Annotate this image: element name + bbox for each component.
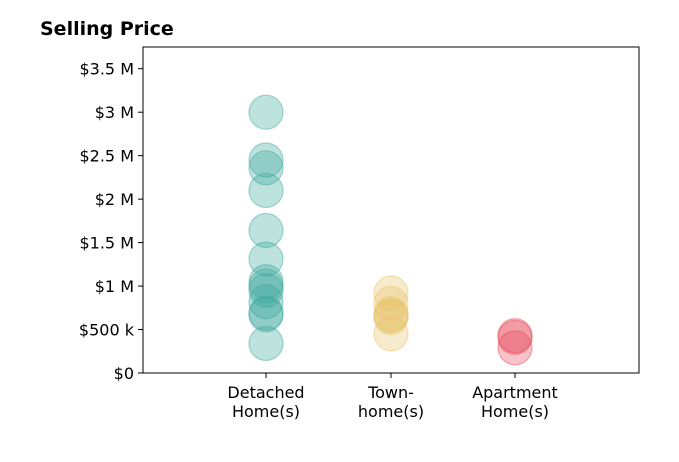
y-tick-label: $3.5 M: [79, 60, 134, 79]
data-point: [248, 264, 284, 300]
y-tick-label: $0: [114, 364, 134, 383]
x-axis: Detached Home(s)Town-home(s)Apartment Home…: [227, 373, 558, 421]
x-tick-label-line: Apartment: [472, 383, 558, 402]
data-point: [248, 142, 284, 178]
x-tick-label-line: Town-: [367, 383, 414, 402]
x-tick-label-line: home(s): [358, 402, 424, 421]
y-tick-label: $2.5 M: [79, 147, 134, 166]
x-tick-label-line: Home(s): [232, 402, 300, 421]
x-tick-label: Detached Home(s): [227, 383, 304, 421]
data-point: [373, 275, 409, 311]
x-tick-label-line: Home(s): [481, 402, 549, 421]
data-point: [373, 285, 409, 322]
x-tick-label: Town-home(s): [358, 383, 424, 421]
y-tick-label: $1.5 M: [79, 234, 134, 253]
data-point: [373, 316, 409, 352]
data-point: [248, 212, 284, 249]
data-point: [248, 172, 284, 209]
data-point: [248, 325, 284, 362]
y-tick-label: $500 k: [79, 321, 135, 340]
data-point: [497, 319, 533, 355]
data-point: [248, 295, 284, 331]
data-point: [248, 297, 284, 333]
data-point: [248, 241, 284, 277]
data-point: [373, 298, 409, 334]
y-tick-label: $3 M: [95, 103, 134, 122]
data-point: [497, 330, 533, 366]
data-point: [373, 296, 409, 332]
data-point: [248, 284, 284, 320]
y-tick-label: $2 M: [95, 190, 134, 209]
chart-title: Selling Price: [40, 18, 174, 40]
y-tick-label: $1 M: [95, 277, 134, 296]
data-point: [248, 272, 284, 309]
y-axis: $0 $500 k $1 M $1.5 M $2 M $2.5 M $3 M $3.5 M: [79, 60, 143, 383]
data-point: [248, 94, 284, 130]
data-point: [248, 150, 284, 186]
data-point: [373, 299, 409, 335]
data-point: [497, 318, 533, 354]
x-tick-label-line: Detached: [227, 383, 304, 402]
points-layer: [248, 94, 533, 366]
data-point: [248, 268, 284, 304]
x-tick-label: Apartment Home(s): [472, 383, 558, 421]
